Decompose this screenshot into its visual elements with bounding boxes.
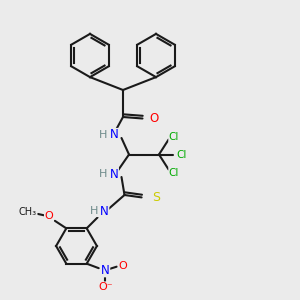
Text: CH₃: CH₃ [19,207,37,217]
Text: N: N [100,205,109,218]
Text: O⁻: O⁻ [98,282,112,292]
Text: Cl: Cl [176,149,187,160]
Text: H: H [99,130,108,140]
Text: H: H [99,169,108,179]
Text: S: S [152,191,160,204]
Text: H: H [90,206,99,217]
Text: O: O [118,261,127,271]
Text: O: O [150,112,159,125]
Text: N: N [110,128,118,142]
Text: Cl: Cl [169,131,179,142]
Text: O: O [44,211,53,221]
Text: Cl: Cl [169,167,179,178]
Text: N: N [110,167,118,181]
Text: N: N [101,264,110,277]
